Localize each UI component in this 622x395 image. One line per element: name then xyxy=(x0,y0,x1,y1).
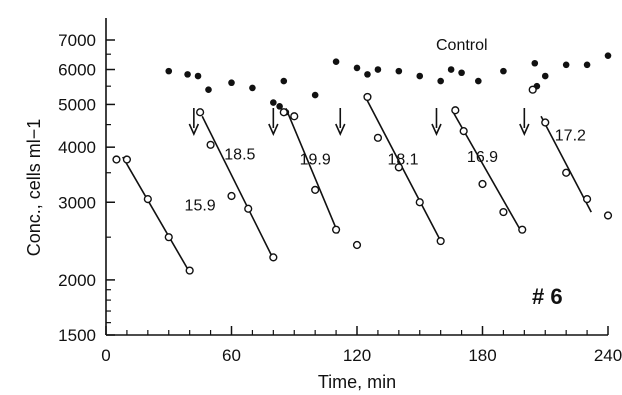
data-point xyxy=(269,253,278,262)
data-point xyxy=(562,168,571,177)
data-point xyxy=(394,163,403,172)
y-tick-label: 3000 xyxy=(58,193,96,212)
control-point xyxy=(437,77,444,85)
control-point xyxy=(541,72,549,80)
y-tick-label: 4000 xyxy=(58,138,96,157)
data-point xyxy=(499,207,508,217)
control-point xyxy=(205,86,212,93)
axes: 1500 2000 3000 4000 5000 6000 7000 0 60 120 180 240 xyxy=(58,18,622,365)
data-point xyxy=(363,92,372,102)
dilution-series: 18.1 xyxy=(363,92,445,246)
control-point xyxy=(280,77,288,85)
rate-label: 15.9 xyxy=(185,197,216,214)
addition-arrow xyxy=(188,108,200,136)
control-point xyxy=(332,58,340,66)
rate-label: 18.1 xyxy=(387,152,418,169)
series-group: 15.9 18.5 19.9 18.1 16.9 17.2 xyxy=(112,85,613,275)
control-point xyxy=(604,52,612,59)
addition-arrow xyxy=(519,108,530,136)
data-point xyxy=(373,133,383,142)
control-point xyxy=(416,72,424,80)
data-point xyxy=(528,85,537,94)
control-point xyxy=(458,69,465,77)
data-point xyxy=(279,108,288,117)
x-tick-label: 120 xyxy=(343,346,371,365)
control-point xyxy=(447,66,455,73)
control-point xyxy=(165,67,173,75)
control-point xyxy=(194,72,202,80)
addition-arrow xyxy=(335,108,346,136)
control-point xyxy=(228,79,235,87)
data-point xyxy=(164,233,173,242)
control-point xyxy=(374,66,382,73)
data-point xyxy=(518,225,527,234)
data-point xyxy=(244,204,253,213)
x-tick-label: 180 xyxy=(468,346,496,365)
rate-label: 18.5 xyxy=(224,146,255,163)
data-point xyxy=(582,194,592,204)
data-point xyxy=(541,118,550,127)
regression-line xyxy=(285,107,339,234)
y-axis-title: Conc., cells ml−1 xyxy=(24,119,44,257)
y-tick-label: 1500 xyxy=(58,326,96,345)
control-point xyxy=(249,84,256,92)
dilution-series: 18.5 xyxy=(196,108,278,262)
y-tick-label: 2000 xyxy=(58,271,96,290)
control-point xyxy=(562,61,570,69)
data-point xyxy=(436,236,445,246)
data-point xyxy=(451,106,460,115)
regression-line xyxy=(364,96,442,242)
addition-arrow xyxy=(268,108,279,136)
data-point xyxy=(352,240,362,250)
data-point xyxy=(143,194,152,204)
control-point xyxy=(276,103,283,110)
x-tick-label: 240 xyxy=(594,346,622,365)
panel-label: # 6 xyxy=(532,284,563,309)
regression-line xyxy=(540,115,592,213)
dilution-series: 17.2 xyxy=(528,85,613,220)
control-point xyxy=(500,67,507,75)
y-tick-label: 6000 xyxy=(58,61,96,80)
dilution-series: 19.9 xyxy=(279,107,362,250)
data-point xyxy=(290,112,299,121)
x-tick-label: 0 xyxy=(101,346,110,365)
y-tick-label: 5000 xyxy=(58,95,96,114)
data-point xyxy=(112,155,121,164)
addition-arrow xyxy=(431,108,442,136)
data-point xyxy=(206,140,215,149)
control-point xyxy=(531,59,539,67)
data-point xyxy=(459,127,468,136)
control-point xyxy=(270,99,277,106)
control-point xyxy=(364,71,371,78)
data-point xyxy=(196,108,205,117)
rate-label: 17.2 xyxy=(555,128,586,145)
data-point xyxy=(227,191,236,201)
dilution-series: 15.9 xyxy=(112,155,216,275)
control-point xyxy=(583,61,591,69)
control-point xyxy=(395,67,403,75)
data-point xyxy=(311,185,320,195)
arrows xyxy=(188,108,530,136)
rate-label: 16.9 xyxy=(467,149,498,166)
control-point xyxy=(353,64,361,72)
x-tick-label: 60 xyxy=(222,346,241,365)
regression-line xyxy=(122,156,191,273)
data-point xyxy=(331,225,341,234)
control-point xyxy=(184,71,191,78)
data-point xyxy=(478,179,487,189)
data-point xyxy=(122,155,132,164)
control-series xyxy=(165,52,612,116)
dilution-series: 16.9 xyxy=(451,106,527,234)
regression-line xyxy=(201,115,275,260)
control-point xyxy=(311,91,319,99)
y-tick-label: 7000 xyxy=(58,31,96,50)
data-point xyxy=(415,198,424,207)
data-point xyxy=(185,266,194,275)
control-label: Control xyxy=(436,37,488,54)
data-point xyxy=(603,211,613,220)
control-point xyxy=(475,77,482,85)
rate-label: 19.9 xyxy=(300,152,331,169)
x-axis-title: Time, min xyxy=(318,372,396,392)
